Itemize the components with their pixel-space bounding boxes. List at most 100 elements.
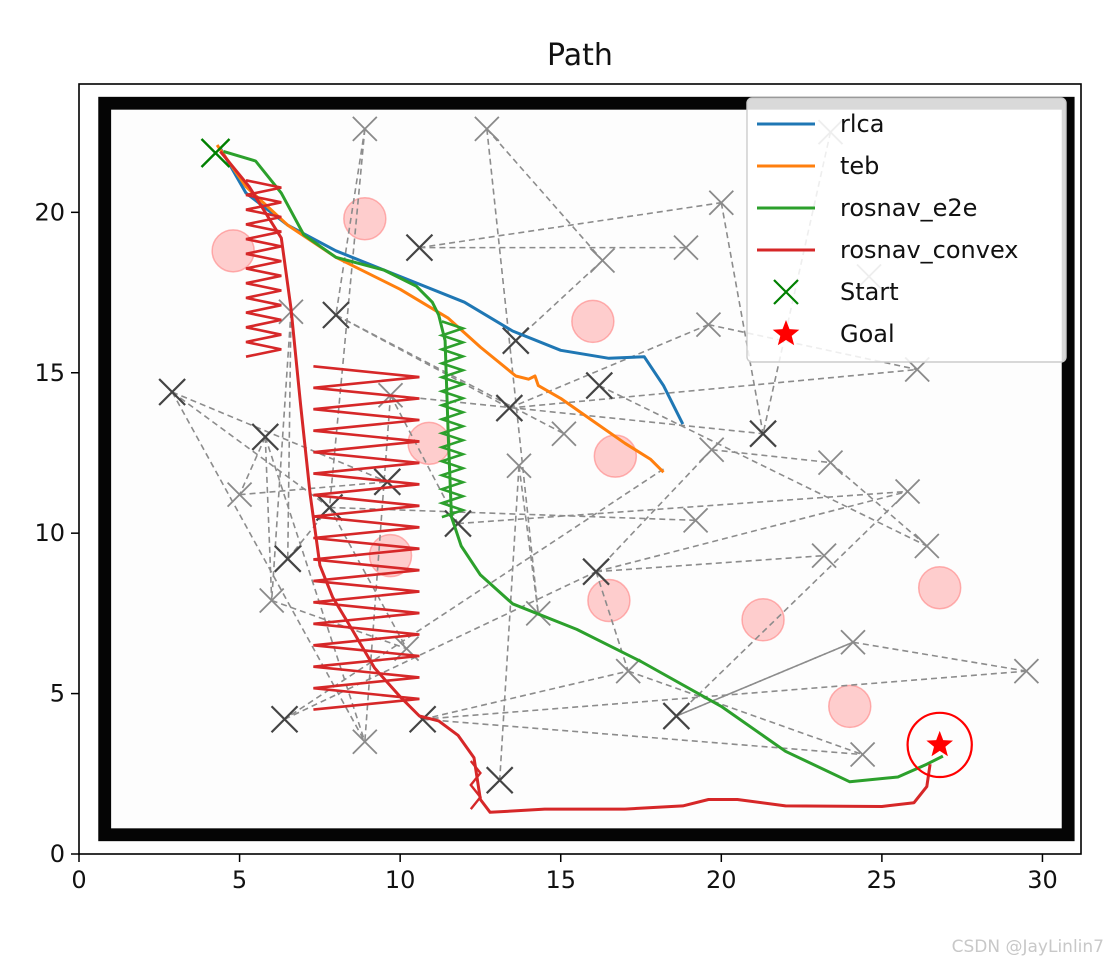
legend: rlca teb rosnav_e2e rosnav_convex Start Goal — [746, 97, 1067, 363]
waypoint-edge — [328, 507, 408, 650]
waypoint-marker — [270, 705, 299, 734]
legend-swatch — [773, 279, 799, 305]
waypoint-edge — [270, 311, 292, 601]
waypoint-edge — [486, 128, 604, 261]
waypoint-edge — [328, 128, 366, 508]
waypoint-marker — [914, 533, 940, 559]
series-oscillation-rosnav_convex — [245, 179, 282, 358]
legend-label: rosnav_e2e — [840, 194, 977, 222]
legend-label: teb — [840, 152, 879, 180]
waypoint-marker — [695, 311, 722, 338]
waypoint-marker — [495, 394, 524, 422]
obstacle-circle — [343, 197, 387, 241]
waypoint-edge — [284, 570, 597, 720]
waypoint-edge — [595, 571, 629, 672]
waypoint-edge — [364, 395, 392, 742]
obstacle-circle — [593, 434, 638, 478]
y-tick-label: 15 — [34, 359, 65, 387]
waypoint-edge — [171, 391, 330, 509]
waypoint-marker — [226, 482, 253, 508]
waypoint-marker — [682, 507, 709, 533]
waypoint-edge — [271, 599, 407, 650]
waypoint-marker — [840, 629, 866, 655]
waypoint-edge — [509, 368, 918, 409]
waypoint-marker — [817, 449, 844, 476]
waypoint-edge — [675, 490, 909, 717]
waypoint-marker — [749, 419, 777, 448]
y-tick-label: 0 — [50, 840, 65, 868]
waypoint-edge — [486, 128, 540, 614]
x-tick-label: 15 — [545, 866, 576, 894]
series-line-rosnav_e2e — [223, 149, 944, 784]
waypoint-edge — [286, 311, 292, 559]
waypoint-edge — [264, 436, 366, 742]
waypoint-marker — [322, 301, 350, 329]
start-marker — [200, 138, 231, 168]
waypoint-edge — [676, 641, 854, 717]
x-tick-label: 10 — [385, 866, 416, 894]
obstacle-circle — [407, 421, 451, 466]
legend-label: rosnav_convex — [840, 236, 1019, 264]
waypoint-edge — [239, 481, 388, 496]
waypoint-edge — [595, 449, 713, 573]
x-tick-label: 25 — [867, 866, 898, 894]
series-oscillation-rosnav_convex — [313, 365, 420, 711]
waypoint-edge — [720, 202, 764, 434]
waypoint-edge — [598, 384, 928, 547]
x-axis: 0 5 10 15 20 25 30 — [71, 854, 1058, 894]
series-line-rosnav_convex — [219, 150, 932, 814]
waypoint-marker — [352, 116, 378, 142]
legend-label: Goal — [840, 320, 895, 348]
x-tick-label: 0 — [71, 866, 86, 894]
waypoint-marker — [699, 437, 725, 463]
waypoint-marker — [158, 378, 186, 406]
obstacle-circle — [587, 578, 631, 623]
goal-circle — [906, 711, 973, 779]
obstacle-circle — [211, 229, 255, 273]
waypoint-edge — [238, 436, 267, 495]
obstacle-circle — [917, 565, 962, 610]
waypoint-edge — [498, 465, 520, 781]
legend-label: Start — [840, 278, 899, 306]
waypoint-edge — [284, 468, 664, 720]
waypoint-edge — [518, 465, 540, 614]
x-tick-label: 5 — [232, 866, 247, 894]
waypoint-marker — [485, 766, 514, 794]
waypoint-edge — [419, 201, 722, 249]
goal-marker — [926, 730, 953, 757]
waypoint-marker — [501, 326, 530, 355]
waypoint-edge — [509, 323, 709, 409]
waypoint-edge — [171, 391, 366, 743]
legend-box — [746, 97, 1067, 363]
waypoint-edge — [264, 436, 273, 601]
waypoint-marker — [615, 658, 641, 684]
waypoint-marker — [259, 587, 285, 614]
waypoint-marker — [551, 421, 577, 447]
y-tick-label: 20 — [34, 198, 65, 226]
obstacle-circle — [571, 299, 615, 344]
waypoint-marker — [506, 453, 532, 479]
waypoint-edge — [335, 128, 366, 316]
y-axis: 0 5 10 15 20 — [34, 198, 79, 868]
waypoint-marker — [811, 542, 837, 569]
waypoint-marker — [708, 190, 734, 216]
y-tick-label: 10 — [34, 519, 65, 547]
waypoint-marker — [251, 423, 280, 451]
waypoint-edge — [457, 490, 908, 525]
waypoint-edge — [595, 490, 908, 573]
axes-frame — [78, 83, 1082, 855]
waypoint-marker — [273, 545, 302, 573]
chart-title: Path — [547, 38, 613, 73]
waypoint-edge — [422, 718, 863, 756]
y-tick-label: 5 — [50, 680, 65, 708]
waypoint-edge — [422, 670, 629, 721]
waypoint-edge — [829, 461, 928, 547]
waypoint-marker — [585, 371, 614, 400]
waypoint-marker — [352, 729, 378, 755]
waypoint-marker — [1013, 658, 1040, 684]
obstacle-circle — [741, 598, 785, 642]
waypoint-marker — [582, 557, 610, 586]
waypoint-marker — [673, 234, 699, 261]
legend-swatch — [772, 320, 800, 346]
